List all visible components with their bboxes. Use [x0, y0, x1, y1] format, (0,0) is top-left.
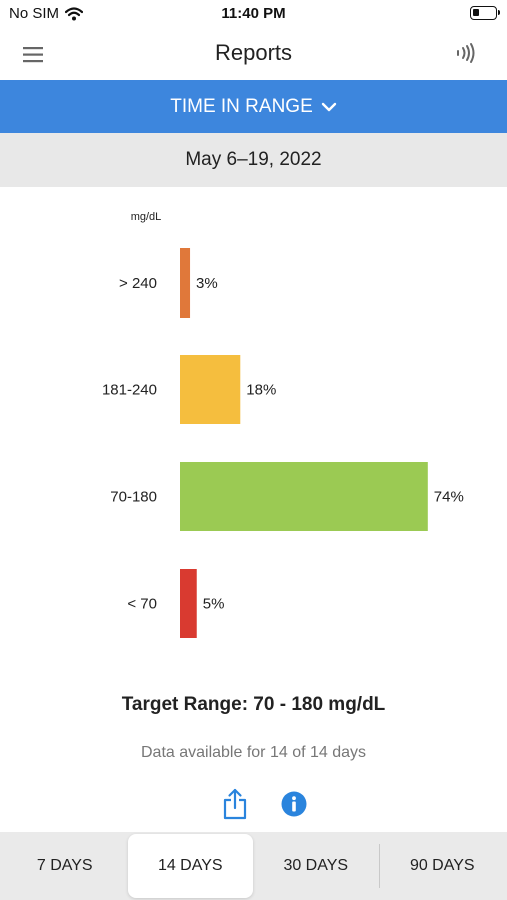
- period-divider: [378, 844, 380, 888]
- bar: [180, 462, 428, 531]
- period-label: 90 DAYS: [409, 857, 475, 874]
- value-label: 3%: [196, 275, 218, 292]
- clock: 11:40 PM: [221, 5, 286, 22]
- time-in-range-chart: mg/dL > 240 3% 181-240 18% 70-180 74% < 70 5%: [0, 187, 507, 647]
- period-30-days[interactable]: 30 DAYS: [253, 834, 379, 898]
- carrier-group: No SIM: [9, 5, 84, 22]
- period-14-days[interactable]: 14 DAYS: [127, 834, 253, 898]
- battery-icon: [470, 6, 500, 20]
- hamburger-menu-icon[interactable]: [22, 45, 46, 65]
- period-7-days[interactable]: 7 DAYS: [2, 834, 128, 898]
- status-bar: No SIM 11:40 PM: [0, 0, 507, 28]
- period-label: 7 DAYS: [36, 857, 93, 874]
- value-label: 5%: [203, 596, 225, 613]
- report-type-selector[interactable]: TIME IN RANGE: [0, 80, 507, 133]
- category-label: 70-180: [110, 489, 157, 506]
- category-label: < 70: [127, 596, 157, 613]
- value-label: 18%: [246, 382, 276, 399]
- chevron-down-icon: [321, 102, 336, 111]
- unit-label: mg/dL: [131, 211, 162, 223]
- bar: [180, 569, 197, 638]
- category-label: > 240: [119, 275, 157, 292]
- period-selector: 7 DAYS 14 DAYS 30 DAYS 90 DAYS: [0, 832, 507, 900]
- carrier-label: No SIM: [9, 5, 60, 22]
- info-icon[interactable]: [281, 791, 307, 817]
- value-label: 74%: [434, 489, 464, 506]
- target-range: Target Range: 70 - 180 mg/dL: [121, 694, 386, 715]
- chart-canvas: mg/dL > 240 3% 181-240 18% 70-180 74% < 70 5%: [102, 211, 464, 638]
- nav-bar: Reports: [0, 28, 507, 80]
- report-type-label: TIME IN RANGE: [170, 95, 313, 117]
- period-label: 14 DAYS: [157, 857, 223, 874]
- bar: [180, 355, 241, 424]
- wifi-icon: [65, 6, 84, 20]
- period-label: 30 DAYS: [283, 857, 349, 874]
- share-icon[interactable]: [222, 788, 248, 820]
- category-label: 181-240: [102, 382, 157, 399]
- period-90-days[interactable]: 90 DAYS: [380, 834, 506, 898]
- nfc-scan-icon[interactable]: [455, 41, 479, 65]
- date-range: May 6–19, 2022: [0, 133, 507, 187]
- page-title: Reports: [214, 40, 293, 65]
- data-availability: Data available for 14 of 14 days: [140, 744, 367, 761]
- battery-level: [473, 9, 480, 16]
- bar: [180, 248, 191, 318]
